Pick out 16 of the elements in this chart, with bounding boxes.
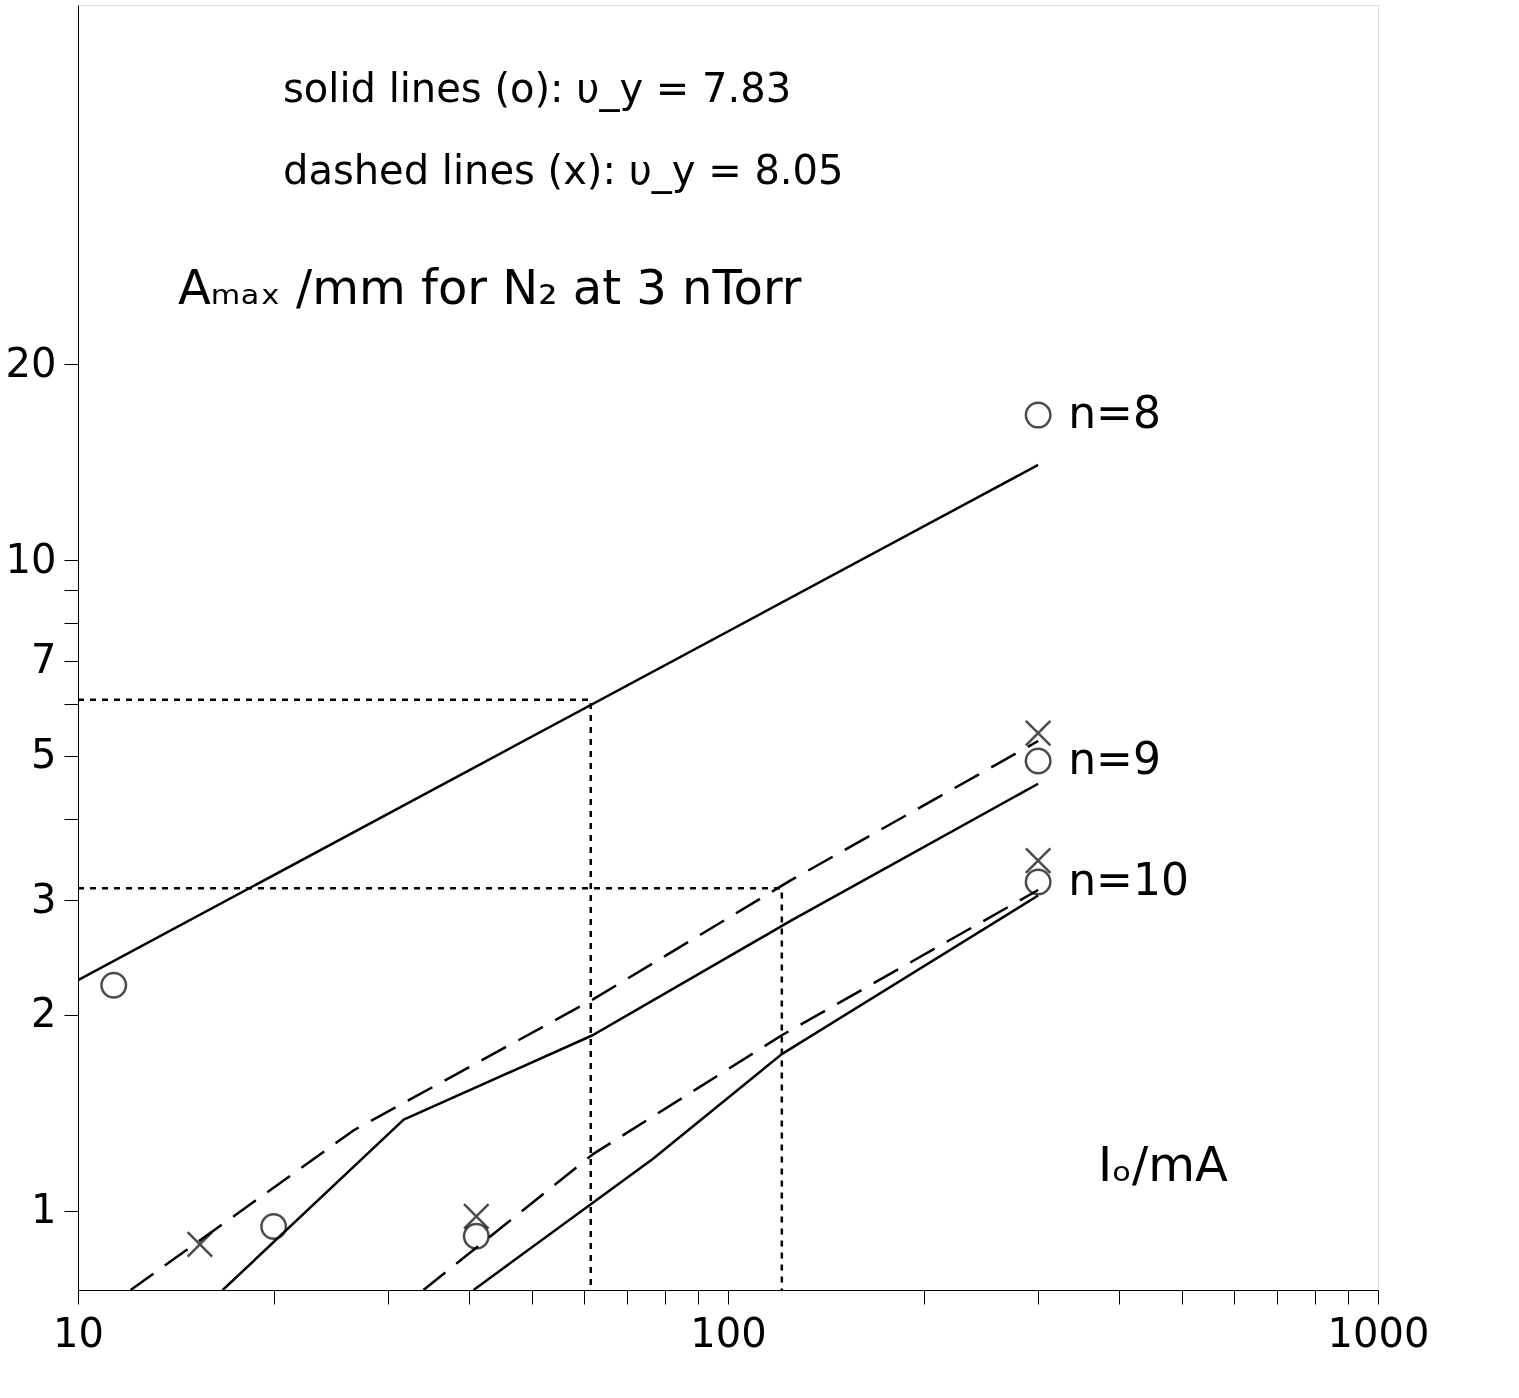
series-label: n=9: [1068, 732, 1161, 784]
y-tick-label: 3: [31, 875, 57, 922]
x-tick-label: 100: [690, 1309, 767, 1356]
x-tick-label: 1000: [1327, 1309, 1430, 1356]
y-tick-label: 2: [31, 990, 57, 1037]
y-tick-label: 5: [31, 731, 57, 778]
x-axis-title: Iₒ/mA: [1098, 1136, 1228, 1192]
y-tick-label: 7: [31, 636, 57, 683]
annotation: dashed lines (x): υ_y = 8.05: [283, 147, 844, 194]
y-tick-label: 1: [31, 1186, 57, 1233]
y-tick-label: 20: [5, 339, 57, 386]
annotation: solid lines (o): υ_y = 7.83: [283, 65, 792, 112]
series-label: n=10: [1068, 853, 1189, 905]
y-tick-label: 10: [5, 535, 57, 582]
y-axis-title: Aₘₐₓ /mm for N₂ at 3 nTorr: [178, 259, 802, 315]
series-label: n=8: [1068, 387, 1161, 439]
